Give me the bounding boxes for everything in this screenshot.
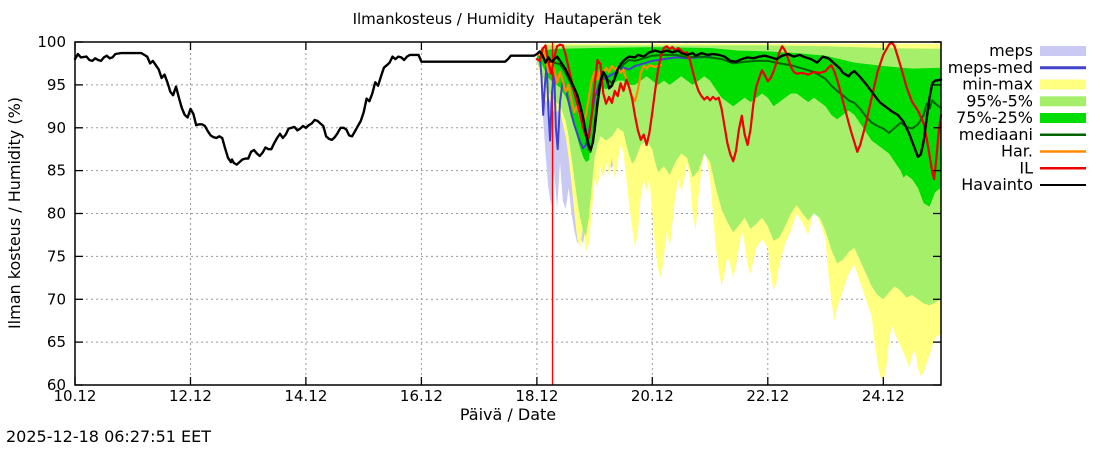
y-tick-label: 70 [47,290,66,308]
y-axis-label: Ilman kosteus / Humidity (%) [5,97,24,329]
legend-label-meps-med: meps-med [948,58,1033,77]
chart-title: Ilmankosteus / Humidity Hautaperän tek [353,10,662,28]
x-tick-label: 16.12 [400,387,443,405]
data-series [73,40,943,181]
series-Havainto [73,49,943,166]
y-tick-label: 95 [47,76,66,94]
y-tick-label: 100 [37,33,66,51]
legend-label-75%-25%: 75%-25% [956,108,1033,127]
x-tick-label: 24.12 [862,387,905,405]
legend-label-IL: IL [1019,158,1033,177]
x-tick-label: 22.12 [746,387,789,405]
legend-label-mediaani: mediaani [959,125,1033,144]
series-meps-med [538,55,712,151]
legend-swatch-min-max [1040,79,1086,90]
legend-swatch-95%-5% [1040,96,1086,107]
y-tick-label: 75 [47,247,66,265]
y-tick-label: 80 [47,205,66,223]
y-tick-label: 90 [47,119,66,137]
axis-tick-labels: 60 65 70 75 80 85 90 95 100 10.12 12.12 14.12 16.12 1… [37,33,904,405]
x-tick-label: 12.12 [169,387,212,405]
series-IL [535,40,943,181]
y-tick-label: 65 [47,333,66,351]
legend-label-min-max: min-max [962,75,1033,94]
legend-label-Har.: Har. [1001,142,1033,161]
legend-swatch-75%-25% [1040,113,1086,123]
legend-label-Havainto: Havainto [961,175,1033,194]
legend-swatch-meps [1040,46,1086,56]
x-tick-label: 18.12 [515,387,558,405]
x-axis-label: Päivä / Date [460,405,556,424]
y-tick-label: 60 [47,376,66,394]
x-tick-label: 10.12 [54,387,97,405]
x-tick-label: 20.12 [631,387,674,405]
x-tick-label: 14.12 [284,387,327,405]
legend-label-meps: meps [989,41,1033,60]
legend-label-95%-5%: 95%-5% [966,91,1033,110]
generated-timestamp: 2025-12-18 06:27:51 EET [6,427,211,446]
chart-legend: mepsmeps-medmin-max95%-5%75%-25%mediaani… [948,41,1086,194]
axis-ticks [74,41,941,386]
y-tick-label: 85 [47,162,66,180]
